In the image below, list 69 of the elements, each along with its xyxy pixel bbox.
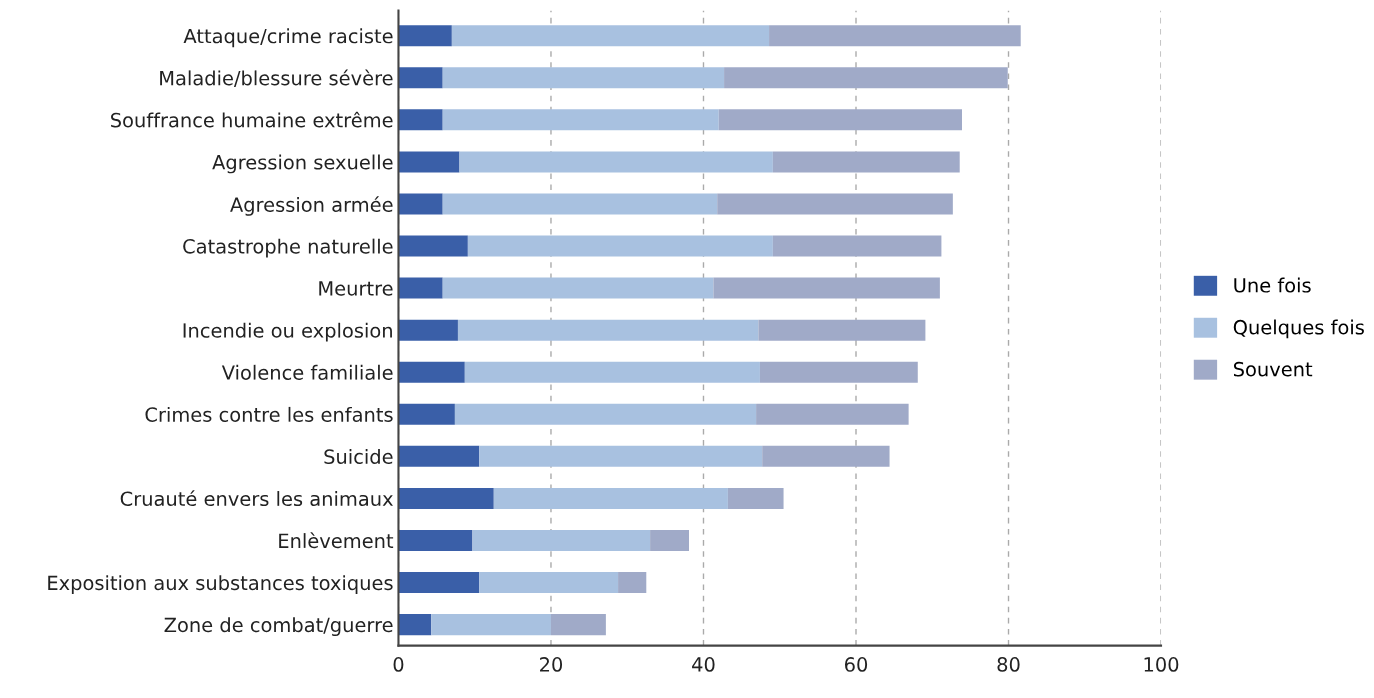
x-tick-label: 100 (1144, 657, 1179, 672)
y-tick-label: Cruauté envers les animaux (120, 490, 393, 507)
bar (442, 277, 714, 299)
x-tick-label: 20 (540, 657, 563, 672)
bar (493, 487, 728, 509)
bar (398, 487, 494, 509)
bar (717, 193, 953, 215)
y-tick-label: Violence familiale (221, 364, 393, 380)
bar (459, 151, 773, 173)
bar (398, 151, 460, 173)
bar (467, 235, 773, 257)
bar (442, 109, 719, 131)
y-tick-label: Souffrance humaine extrême (111, 111, 393, 128)
bar (451, 25, 770, 47)
y-tick-label: Suicide (324, 448, 393, 465)
y-tick-label: Maladie/blessure sévère (160, 69, 393, 87)
bar (758, 319, 926, 341)
y-tick-label: Exposition aux substances toxiques (48, 575, 393, 594)
y-tick-label: Attaque/crime raciste (183, 28, 393, 48)
legend-label: Souvent (1233, 361, 1313, 377)
bar (398, 403, 455, 425)
bar (479, 445, 763, 467)
bar (398, 614, 432, 636)
bar (713, 277, 940, 299)
bar (479, 572, 619, 594)
bar (727, 487, 784, 509)
x-tick-label: 40 (692, 657, 715, 672)
bar (398, 361, 465, 383)
bar (759, 361, 918, 383)
x-tick-label: 60 (844, 657, 868, 672)
x-tick-label: 0 (393, 657, 404, 672)
bar (618, 572, 647, 594)
bar (398, 193, 443, 215)
bar (762, 445, 890, 467)
bar (464, 361, 760, 383)
y-tick-label: Crimes contre les enfants (145, 406, 393, 422)
y-tick-label: Enlèvement (279, 532, 394, 549)
bar (398, 235, 468, 257)
bar (398, 277, 443, 299)
legend-label: Quelques fois (1233, 319, 1364, 339)
y-tick-label: Zone de combat/guerre (164, 617, 393, 637)
legend-label: Une fois (1234, 277, 1311, 293)
bar (442, 193, 718, 215)
bar (454, 403, 757, 425)
bar (718, 109, 962, 131)
bar (472, 529, 651, 551)
bar (398, 529, 473, 551)
bar (772, 235, 942, 257)
bar (724, 67, 1008, 89)
bar (398, 572, 480, 594)
bar (756, 403, 909, 425)
bar (457, 319, 759, 341)
bar (550, 614, 606, 636)
y-tick-label: Agression armée (230, 196, 393, 216)
bar (398, 109, 443, 131)
y-tick-label: Incendie ou explosion (183, 322, 392, 342)
bar (398, 25, 452, 47)
bar (398, 445, 480, 467)
bar (398, 67, 443, 89)
bar (772, 151, 960, 173)
y-tick-label: Catastrophe naturelle (183, 238, 393, 258)
bar (431, 614, 551, 636)
bar (442, 67, 725, 89)
y-tick-label: Meurtre (319, 281, 393, 296)
x-tick-label: 80 (997, 657, 1020, 672)
bar (650, 529, 689, 551)
bar (398, 319, 458, 341)
y-tick-label: Agression sexuelle (212, 154, 393, 174)
bar (769, 25, 1021, 47)
